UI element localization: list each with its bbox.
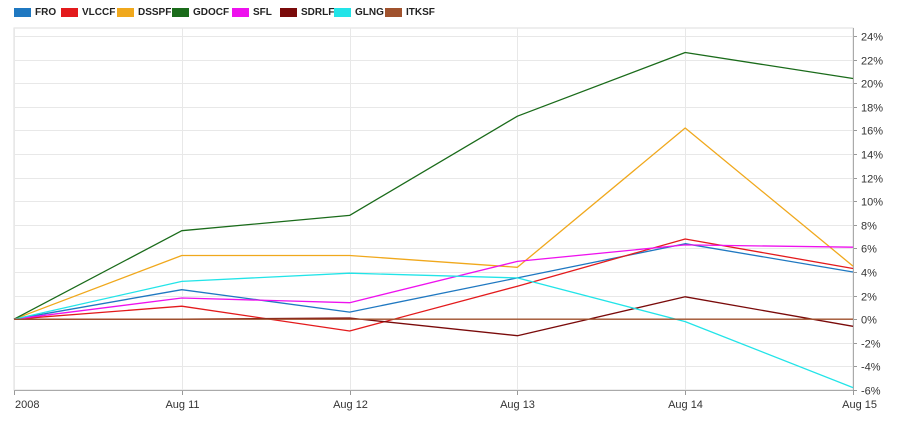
legend-label: SFL xyxy=(253,7,272,18)
y-tick-label: 10% xyxy=(861,197,883,209)
x-tick-label: Aug 13 xyxy=(500,399,535,411)
y-tick-label: 20% xyxy=(861,79,883,91)
legend-label: FRO xyxy=(35,7,57,18)
legend-swatch xyxy=(334,8,351,17)
series-line-gdocf xyxy=(13,51,854,320)
legend-item-sdrlf[interactable]: SDRLF xyxy=(280,7,334,18)
chart-legend: FRO VLCCF DSSPF GDOCF SFL SDRLF GLNG ITKSF xyxy=(0,0,907,24)
legend-item-itksf[interactable]: ITKSF xyxy=(385,7,435,18)
legend-label: GDOCF xyxy=(193,7,230,18)
legend-swatch xyxy=(280,8,297,17)
x-tick-label: Aug 15 xyxy=(842,399,877,411)
series-line-sfl xyxy=(13,244,854,320)
legend-label: GLNG xyxy=(355,7,384,18)
y-tick-label: -6% xyxy=(861,386,881,398)
y-tick-label: 6% xyxy=(861,244,877,256)
y-tick-label: 4% xyxy=(861,268,877,280)
series-line-sdrlf xyxy=(14,296,854,337)
y-tick-label: -4% xyxy=(861,362,881,374)
legend-label: VLCCF xyxy=(82,7,116,18)
y-tick-label: 0% xyxy=(861,315,877,327)
x-tick-label: Aug 11 xyxy=(165,399,199,411)
legend-label: ITKSF xyxy=(406,7,435,18)
series-line-vlccf xyxy=(13,238,854,332)
series-line-dsspf xyxy=(13,127,854,320)
legend-swatch xyxy=(61,8,78,17)
legend-item-sfl[interactable]: SFL xyxy=(232,7,272,18)
series-line-glng xyxy=(13,272,854,389)
legend-item-vlccf[interactable]: VLCCF xyxy=(61,7,115,18)
legend-swatch xyxy=(14,8,31,17)
legend-swatch xyxy=(385,8,402,17)
legend-swatch xyxy=(232,8,249,17)
legend-swatch xyxy=(172,8,189,17)
y-tick-label: 16% xyxy=(861,126,883,138)
y-tick-label: 12% xyxy=(861,174,883,186)
y-tick-label: 24% xyxy=(861,32,883,44)
legend-item-dsspf[interactable]: DSSPF xyxy=(117,7,171,18)
y-tick-label: 22% xyxy=(861,56,883,68)
legend-item-fro[interactable]: FRO xyxy=(14,7,56,18)
y-tick-label: -2% xyxy=(861,339,881,351)
legend-label: DSSPF xyxy=(138,7,172,18)
x-tick-label: Aug 12 xyxy=(333,399,368,411)
y-tick-label: 14% xyxy=(861,150,883,162)
plot-area-border xyxy=(13,27,854,391)
y-tick-label: 18% xyxy=(861,103,883,115)
series-line-fro xyxy=(13,243,854,320)
y-tick-label: 2% xyxy=(861,292,877,304)
legend-item-gdocf[interactable]: GDOCF xyxy=(172,7,229,18)
x-tick-label: 2008 xyxy=(15,399,39,411)
x-tick-label: Aug 14 xyxy=(668,399,703,411)
legend-label: SDRLF xyxy=(301,7,335,18)
y-tick-label: 8% xyxy=(861,221,877,233)
legend-item-glng[interactable]: GLNG xyxy=(334,7,384,18)
legend-swatch xyxy=(117,8,134,17)
